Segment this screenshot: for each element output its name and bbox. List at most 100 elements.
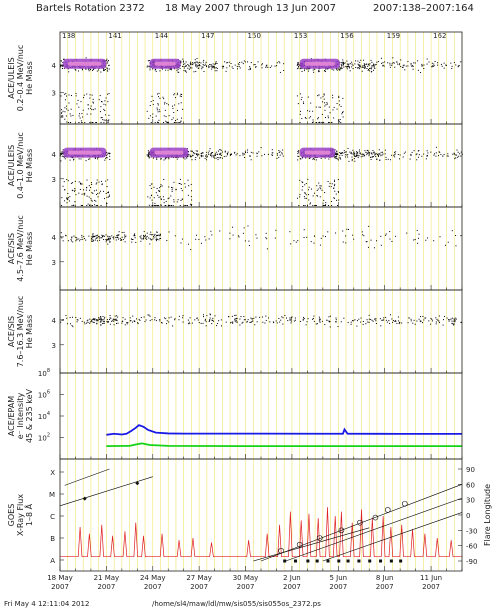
scatter-point bbox=[213, 154, 215, 156]
scatter-point bbox=[267, 153, 269, 155]
scatter-point bbox=[67, 109, 69, 111]
scatter-point bbox=[278, 149, 280, 151]
scatter-point bbox=[373, 66, 375, 68]
scatter-point bbox=[347, 156, 349, 158]
scatter-point bbox=[406, 232, 408, 234]
scatter-point bbox=[205, 159, 207, 161]
scatter-point bbox=[75, 92, 77, 94]
scatter-point bbox=[368, 153, 370, 155]
scatter-point bbox=[336, 152, 338, 154]
scatter-point bbox=[206, 66, 208, 68]
scatter-point bbox=[62, 156, 64, 158]
scatter-point bbox=[132, 238, 134, 240]
scatter-point bbox=[104, 316, 106, 318]
scatter-point bbox=[121, 231, 123, 233]
flare-event-circle bbox=[401, 500, 408, 507]
scatter-point bbox=[100, 190, 102, 192]
top-doy-axis: 138 141 144 147 150 153 156 159 162 bbox=[62, 32, 446, 40]
scatter-point bbox=[372, 320, 374, 322]
scatter-point bbox=[335, 154, 337, 156]
scatter-point bbox=[310, 116, 312, 118]
scatter-point bbox=[320, 97, 322, 99]
scatter-point bbox=[318, 182, 320, 184]
flare-track bbox=[260, 484, 463, 562]
scatter-point bbox=[340, 105, 342, 107]
scatter-point bbox=[83, 236, 85, 238]
scatter-point bbox=[313, 158, 315, 160]
scatter-point bbox=[334, 190, 336, 192]
scatter-point bbox=[149, 243, 151, 245]
scatter-point bbox=[454, 317, 456, 319]
scatter-point bbox=[304, 184, 306, 186]
scatter-point bbox=[130, 238, 132, 240]
y-tick-label: X bbox=[50, 469, 55, 477]
scatter-point bbox=[373, 151, 375, 153]
scatter-point bbox=[341, 65, 343, 67]
scatter-point bbox=[278, 61, 280, 63]
scatter-point bbox=[190, 63, 192, 65]
scatter-point bbox=[385, 234, 387, 236]
scatter-point bbox=[168, 231, 170, 233]
scatter-point bbox=[191, 199, 193, 201]
scatter-point bbox=[440, 63, 442, 65]
scatter-point bbox=[230, 153, 232, 155]
scatter-point bbox=[352, 68, 354, 70]
scatter-point bbox=[313, 235, 315, 237]
scatter-point bbox=[202, 63, 204, 65]
scatter-point bbox=[208, 154, 210, 156]
scatter-point bbox=[224, 150, 226, 152]
scatter-point bbox=[80, 120, 82, 122]
scatter-point bbox=[273, 322, 275, 324]
scatter-point bbox=[71, 316, 73, 318]
scatter-point bbox=[394, 153, 396, 155]
scatter-point bbox=[150, 122, 152, 123]
scatter-point bbox=[460, 61, 462, 63]
scatter-point bbox=[306, 321, 308, 323]
scatter-point bbox=[412, 322, 414, 324]
scatter-point bbox=[324, 324, 326, 326]
scatter-point bbox=[335, 68, 337, 70]
scatter-point bbox=[210, 63, 212, 65]
scatter-point bbox=[282, 149, 284, 151]
scatter-point bbox=[371, 153, 373, 155]
scatter-sis-high bbox=[60, 313, 462, 328]
scatter-point bbox=[341, 64, 343, 66]
scatter-point bbox=[107, 61, 109, 63]
scatter-point bbox=[100, 122, 102, 123]
scatter-point bbox=[329, 112, 331, 114]
scatter-point bbox=[170, 195, 172, 197]
scatter-point bbox=[246, 151, 248, 153]
scatter-point bbox=[456, 154, 458, 156]
scatter-point bbox=[315, 106, 317, 108]
scatter-point bbox=[323, 70, 325, 72]
scatter-point bbox=[126, 323, 128, 325]
scatter-point bbox=[75, 316, 77, 318]
scatter-point bbox=[158, 190, 160, 192]
scatter-point bbox=[201, 156, 203, 158]
scatter-point bbox=[106, 68, 108, 70]
scatter-point bbox=[79, 117, 81, 119]
scatter-point bbox=[215, 62, 217, 64]
scatter-point bbox=[170, 69, 172, 71]
footer-path: /home/sl4/maw/ldl/mw/sis055/sis055os_237… bbox=[152, 600, 321, 608]
scatter-point bbox=[279, 71, 281, 73]
scatter-point bbox=[96, 158, 98, 160]
scatter-point bbox=[159, 97, 161, 99]
limb-event bbox=[337, 559, 341, 563]
scatter-point bbox=[350, 151, 352, 153]
scatter-point bbox=[265, 232, 267, 234]
scatter-point bbox=[103, 190, 105, 192]
scatter-point bbox=[391, 318, 393, 320]
scatter-point bbox=[107, 93, 109, 95]
scatter-point bbox=[378, 149, 380, 151]
scatter-point bbox=[299, 113, 301, 115]
scatter-point bbox=[194, 59, 196, 61]
scatter-point bbox=[184, 183, 186, 185]
scatter-point bbox=[105, 180, 107, 182]
scatter-point bbox=[165, 69, 167, 71]
density-core bbox=[154, 61, 176, 66]
scatter-point bbox=[392, 320, 394, 322]
scatter-point bbox=[383, 319, 385, 321]
scatter-point bbox=[257, 61, 259, 63]
